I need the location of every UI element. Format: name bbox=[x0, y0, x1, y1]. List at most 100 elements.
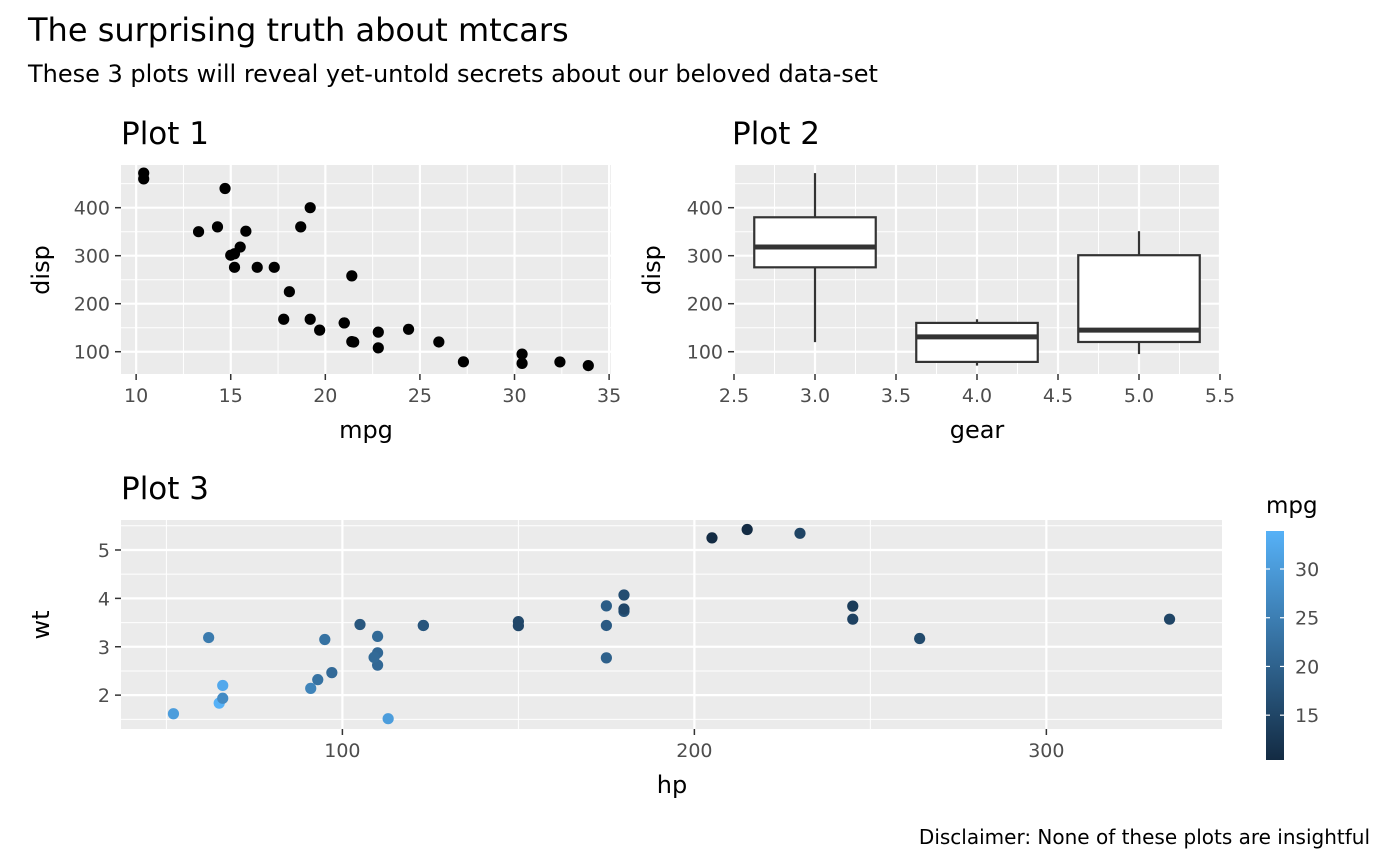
scatter-point bbox=[319, 633, 331, 646]
y-tick-label: 200 bbox=[74, 294, 110, 316]
scatter-point bbox=[847, 613, 859, 625]
scatter-point bbox=[268, 261, 280, 273]
scatter-point bbox=[304, 313, 316, 325]
plot-3-title: Plot 3 bbox=[121, 471, 209, 507]
scatter-point bbox=[312, 674, 324, 686]
scatter-point bbox=[304, 202, 316, 214]
scatter-point bbox=[516, 348, 528, 360]
x-tick-label: 10 bbox=[124, 385, 148, 407]
y-tick-label: 2 bbox=[98, 685, 110, 707]
scatter-point bbox=[211, 221, 224, 233]
plot-3-y-label: wt bbox=[27, 610, 55, 639]
scatter-point bbox=[741, 523, 753, 536]
box-body bbox=[1077, 254, 1201, 344]
scatter-point bbox=[354, 618, 366, 631]
x-tick-label: 2.5 bbox=[719, 385, 749, 407]
plot-3: Plot 3 100 200 300 2 3 4 5 hp wt bbox=[27, 471, 1222, 799]
scatter-point bbox=[794, 527, 806, 539]
plot-2: Plot 2 2.5 3.0 3.5 4.0 4.5 5.0 5.5 100 200 300 400… bbox=[638, 116, 1235, 444]
x-tick-label: 20 bbox=[313, 385, 337, 407]
x-tick-label: 3.5 bbox=[881, 385, 911, 407]
scatter-point bbox=[382, 713, 394, 725]
legend-tick-label: 30 bbox=[1295, 559, 1319, 581]
box-body bbox=[753, 216, 877, 269]
figure-caption: Disclaimer: None of these plots are insi… bbox=[919, 825, 1370, 849]
scatter-point bbox=[914, 632, 926, 645]
scatter-point bbox=[346, 270, 358, 282]
scatter-point bbox=[512, 620, 524, 632]
scatter-point bbox=[368, 651, 380, 663]
scatter-point bbox=[251, 261, 263, 273]
scatter-point bbox=[203, 631, 215, 644]
x-tick-label: 15 bbox=[219, 385, 243, 407]
figure-title: The surprising truth about mtcars bbox=[27, 11, 569, 49]
x-tick-label: 5.5 bbox=[1205, 385, 1235, 407]
y-tick-label: 400 bbox=[687, 198, 723, 220]
x-tick-label: 4.5 bbox=[1043, 385, 1073, 407]
y-tick-label: 100 bbox=[74, 342, 110, 364]
x-tick-label: 30 bbox=[502, 385, 526, 407]
x-tick-label: 100 bbox=[324, 740, 360, 762]
scatter-point bbox=[618, 603, 630, 615]
x-tick-label: 4.0 bbox=[962, 385, 992, 407]
scatter-point bbox=[167, 708, 180, 720]
y-tick-label: 100 bbox=[687, 342, 723, 364]
scatter-point bbox=[295, 221, 307, 233]
scatter-point bbox=[138, 173, 150, 185]
figure-subtitle: These 3 plots will reveal yet-untold sec… bbox=[27, 60, 878, 88]
plot-2-x-label: gear bbox=[950, 416, 1005, 444]
plot-1: Plot 1 10 15 20 25 30 35 100 200 300 400 mpg disp bbox=[27, 116, 621, 444]
plot-2-boxes bbox=[753, 173, 1201, 366]
plot-2-ticks: 2.5 3.0 3.5 4.0 4.5 5.0 5.5 100 200 300 400 bbox=[687, 198, 1235, 407]
scatter-point bbox=[372, 326, 384, 338]
scatter-point bbox=[338, 317, 350, 329]
y-tick-label: 200 bbox=[687, 294, 723, 316]
scatter-point bbox=[283, 286, 295, 298]
plot-3-panel bbox=[121, 520, 1222, 729]
scatter-point bbox=[516, 357, 528, 369]
scatter-point bbox=[847, 600, 859, 612]
y-tick-label: 300 bbox=[74, 246, 110, 268]
scatter-point bbox=[1163, 613, 1176, 625]
plot-1-points bbox=[138, 167, 594, 372]
plot-3-x-label: hp bbox=[657, 771, 687, 799]
legend-title: mpg bbox=[1266, 493, 1318, 519]
plot-3-ticks: 100 200 300 2 3 4 5 bbox=[98, 540, 1065, 762]
scatter-point bbox=[371, 630, 384, 642]
box-body bbox=[915, 321, 1039, 364]
scatter-point bbox=[417, 619, 429, 632]
scatter-point bbox=[554, 356, 566, 368]
scatter-point bbox=[225, 249, 237, 261]
x-tick-label: 200 bbox=[676, 740, 712, 762]
x-tick-label: 5.0 bbox=[1124, 385, 1154, 407]
x-tick-label: 300 bbox=[1028, 740, 1064, 762]
scatter-point bbox=[402, 323, 415, 335]
x-tick-label: 3.0 bbox=[800, 385, 830, 407]
scatter-point bbox=[433, 336, 445, 348]
scatter-point bbox=[457, 356, 470, 368]
scatter-point bbox=[600, 600, 612, 612]
plot-1-title: Plot 1 bbox=[121, 116, 209, 152]
scatter-point bbox=[217, 692, 229, 704]
scatter-point bbox=[305, 682, 317, 694]
plot-1-panel bbox=[121, 165, 611, 374]
y-tick-label: 4 bbox=[98, 588, 110, 610]
plot-3-gridlines bbox=[121, 520, 1222, 729]
plot-1-y-label: disp bbox=[27, 245, 55, 295]
scatter-point bbox=[326, 667, 338, 679]
scatter-point bbox=[346, 336, 358, 348]
y-tick-label: 300 bbox=[687, 246, 723, 268]
scatter-point bbox=[314, 324, 326, 336]
scatter-point bbox=[278, 313, 290, 325]
color-legend: mpg 15 20 25 30 bbox=[1266, 493, 1319, 760]
scatter-point bbox=[372, 342, 384, 354]
legend-tick-label: 25 bbox=[1295, 608, 1319, 630]
plot-2-y-label: disp bbox=[638, 245, 666, 295]
plot-3-points bbox=[167, 523, 1176, 725]
legend-tick-label: 20 bbox=[1295, 656, 1319, 678]
y-tick-label: 3 bbox=[98, 637, 110, 659]
plot-1-gridlines bbox=[121, 165, 611, 374]
y-tick-label: 5 bbox=[98, 540, 110, 562]
scatter-point bbox=[217, 679, 229, 692]
